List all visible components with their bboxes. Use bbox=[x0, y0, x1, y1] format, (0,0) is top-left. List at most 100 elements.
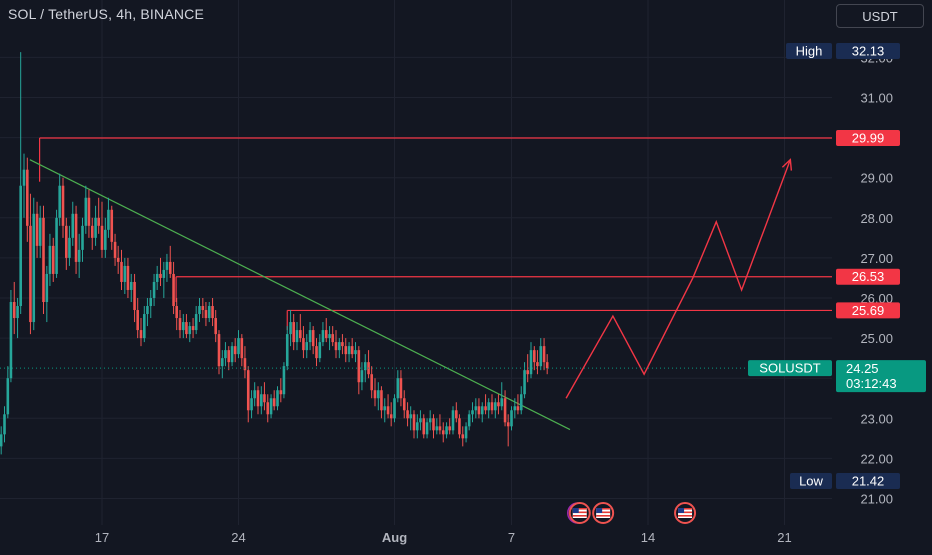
candle bbox=[324, 318, 328, 343]
candle bbox=[94, 205, 97, 246]
candle-body bbox=[19, 185, 22, 307]
candle bbox=[74, 205, 78, 274]
candle bbox=[474, 398, 478, 419]
candle-body bbox=[116, 257, 120, 262]
candle bbox=[321, 322, 325, 347]
candle bbox=[182, 314, 185, 339]
candle-body bbox=[279, 390, 283, 395]
candle bbox=[152, 273, 156, 307]
candle-body bbox=[451, 410, 455, 431]
candle bbox=[146, 298, 149, 327]
candle-body bbox=[533, 350, 536, 363]
candle-body bbox=[360, 370, 364, 383]
candle-body bbox=[438, 426, 442, 431]
us-flag-icon[interactable] bbox=[592, 502, 615, 524]
candle bbox=[81, 217, 84, 262]
candle-body bbox=[253, 390, 256, 399]
candle-body bbox=[422, 418, 426, 435]
candle bbox=[6, 366, 10, 419]
candle-body bbox=[221, 358, 224, 367]
candle-body bbox=[497, 402, 500, 407]
us-flag-icon[interactable] bbox=[567, 502, 591, 524]
candle bbox=[487, 398, 490, 419]
candle bbox=[529, 342, 533, 379]
candle-body bbox=[338, 342, 341, 351]
candle bbox=[172, 261, 175, 315]
candle-body bbox=[305, 342, 309, 351]
candle bbox=[204, 302, 208, 327]
candle-body bbox=[315, 346, 318, 359]
candle-body bbox=[90, 225, 94, 238]
candle-body bbox=[416, 422, 419, 431]
candle-body bbox=[188, 326, 192, 335]
candle bbox=[266, 394, 270, 423]
candle-body bbox=[260, 394, 263, 407]
candle-body bbox=[419, 418, 422, 423]
candle bbox=[295, 322, 299, 351]
candle bbox=[113, 233, 117, 266]
candle bbox=[377, 382, 380, 411]
candle bbox=[237, 330, 240, 359]
candle bbox=[448, 418, 451, 435]
candle-body bbox=[386, 406, 390, 415]
candle-body bbox=[494, 402, 497, 411]
candle-body bbox=[295, 330, 299, 343]
currency-button[interactable]: USDT bbox=[836, 4, 924, 28]
candle-body bbox=[383, 406, 387, 411]
candle bbox=[58, 173, 61, 226]
projection-arrowhead bbox=[781, 158, 793, 171]
candle bbox=[224, 342, 227, 367]
candle bbox=[506, 414, 510, 447]
candle-body bbox=[211, 306, 214, 319]
candle-body bbox=[159, 273, 162, 278]
us-flag-icon[interactable] bbox=[674, 502, 697, 524]
candle-body bbox=[143, 314, 146, 339]
candle-body bbox=[110, 209, 114, 242]
candle bbox=[188, 322, 192, 343]
candle-body bbox=[302, 338, 305, 351]
candle bbox=[191, 318, 195, 339]
symbol-title[interactable]: SOL / TetherUS, 4h, BINANCE bbox=[8, 6, 205, 22]
level-price-badge: 26.53 bbox=[836, 268, 900, 285]
candle-body bbox=[266, 402, 270, 415]
y-tick-label: 27.00 bbox=[860, 251, 893, 266]
candle bbox=[129, 273, 133, 303]
candle-body bbox=[139, 330, 143, 339]
candle-body bbox=[165, 261, 169, 270]
candle-body bbox=[155, 273, 159, 282]
candle bbox=[97, 197, 100, 234]
candle bbox=[386, 394, 390, 419]
candle-body bbox=[201, 306, 205, 311]
candle bbox=[159, 257, 162, 286]
candle bbox=[35, 201, 39, 258]
candle-body bbox=[461, 434, 465, 439]
candle bbox=[110, 205, 114, 250]
candle-body bbox=[458, 418, 461, 435]
candle-body bbox=[347, 346, 351, 355]
candle-body bbox=[94, 217, 97, 238]
candle bbox=[380, 386, 383, 419]
candle bbox=[419, 410, 422, 431]
candle-body bbox=[500, 398, 504, 407]
candle bbox=[500, 382, 504, 411]
candle-body bbox=[321, 330, 325, 343]
candle-body bbox=[441, 430, 445, 435]
time-axis[interactable]: 17 24 Aug 7 14 21 bbox=[95, 530, 792, 545]
candle-body bbox=[477, 406, 481, 415]
candle-body bbox=[55, 217, 58, 274]
candle-body bbox=[214, 318, 217, 335]
candle-body bbox=[100, 225, 104, 250]
candle-body bbox=[425, 422, 429, 435]
candle-body bbox=[282, 366, 286, 395]
candle bbox=[61, 177, 65, 238]
candle bbox=[65, 217, 68, 270]
candle bbox=[0, 426, 3, 455]
candle-body bbox=[399, 378, 403, 399]
candle-body bbox=[168, 261, 172, 274]
svg-text:Low: Low bbox=[799, 474, 823, 489]
candle-body bbox=[503, 398, 507, 423]
candle bbox=[87, 189, 91, 238]
candle bbox=[344, 338, 348, 363]
